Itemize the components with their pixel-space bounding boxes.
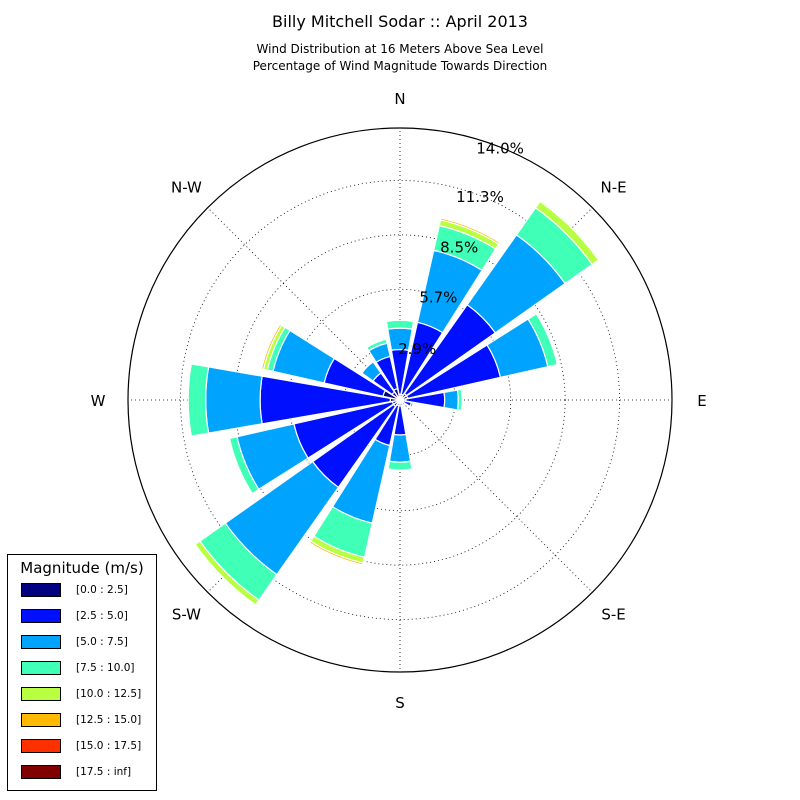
- sector-225: [194, 399, 401, 606]
- chart-title: Billy Mitchell Sodar :: April 2013: [272, 12, 528, 31]
- legend-item: [0.0 : 2.5]: [8, 583, 156, 609]
- radial-tick-label: 14.0%: [476, 140, 524, 158]
- legend-label: [10.0 : 12.5]: [76, 688, 142, 700]
- grid-circle: [180, 180, 620, 620]
- legend-label: [7.5 : 10.0]: [76, 662, 135, 674]
- sector-202.5: [308, 399, 401, 566]
- wedge-bin-3: [385, 319, 415, 330]
- legend-item: [10.0 : 12.5]: [8, 687, 156, 713]
- wedge-bin-5: [260, 323, 283, 370]
- wedge-bin-3: [187, 363, 210, 437]
- legend-swatch: [21, 713, 61, 727]
- legend-swatch: [21, 765, 61, 779]
- wedge-bin-2: [409, 401, 414, 409]
- radial-tick-label: 5.7%: [419, 289, 457, 307]
- radial-tick-label: 2.9%: [398, 340, 436, 358]
- bars-layer: [187, 200, 600, 606]
- wedge-bin-3: [527, 313, 559, 368]
- wedge-bin-2: [205, 366, 263, 434]
- sector-247.5: [228, 399, 401, 495]
- sector-292.5: [260, 323, 401, 401]
- legend-item: [7.5 : 10.0]: [8, 661, 156, 687]
- direction-label: S-E: [601, 606, 625, 624]
- sector-180: [387, 399, 413, 471]
- wedge-bin-3: [387, 460, 413, 471]
- legend-label: [12.5 : 15.0]: [76, 714, 142, 726]
- legend-swatch: [21, 687, 61, 701]
- legend-item: [12.5 : 15.0]: [8, 713, 156, 739]
- legend-item: [15.0 : 17.5]: [8, 739, 156, 765]
- direction-label: N: [394, 90, 405, 108]
- legend-swatch: [21, 609, 61, 623]
- grid-spoke: [399, 399, 593, 593]
- direction-label: S-W: [172, 606, 201, 624]
- legend-swatch: [21, 739, 61, 753]
- direction-label: E: [697, 392, 706, 410]
- wedge-bin-2: [443, 389, 459, 411]
- legend-rows: [0.0 : 2.5] [2.5 : 5.0] [5.0 : 7.5] [7.5 : …: [8, 583, 156, 791]
- wedge-bin-4: [194, 540, 260, 606]
- outer-circle: [127, 127, 673, 673]
- wedge-bin-6: [440, 216, 502, 244]
- chart-subtitle: Wind Distribution at 16 Meters Above Sea…: [0, 41, 800, 75]
- sector-22.5: [399, 216, 502, 401]
- radial-tick-label: 11.3%: [456, 188, 504, 206]
- legend-label: [15.0 : 17.5]: [76, 740, 142, 752]
- legend-item: [17.5 : inf]: [8, 765, 156, 791]
- label-layer: 2.9% 5.7% 8.5% 11.3% 14.0% N N-E E S-E S S-W W N-W: [91, 90, 707, 712]
- radial-tick-label: 8.5%: [440, 238, 478, 256]
- legend: Magnitude (m/s) [0.0 : 2.5] [2.5 : 5.0] [5…: [7, 554, 157, 791]
- wedge-bin-3: [456, 388, 463, 412]
- legend-swatch: [21, 661, 61, 675]
- grid-spoke: [207, 207, 401, 401]
- legend-item: [2.5 : 5.0]: [8, 609, 156, 635]
- grid-circle: [288, 288, 512, 512]
- sector-337.5: [365, 338, 401, 401]
- grid-circle: [234, 234, 566, 566]
- legend-label: [2.5 : 5.0]: [76, 610, 128, 622]
- legend-label: [0.0 : 2.5]: [76, 584, 128, 596]
- sector-45: [399, 200, 600, 401]
- direction-label: N-E: [600, 178, 626, 196]
- wedge-bin-2: [361, 361, 382, 382]
- wedge-bin-3: [365, 338, 388, 352]
- sector-0: [385, 319, 415, 401]
- wedge-bin-4: [534, 200, 600, 266]
- legend-label: [5.0 : 7.5]: [76, 636, 128, 648]
- legend-label: [17.5 : inf]: [76, 766, 132, 778]
- wedge-bin-2: [388, 433, 412, 463]
- wedge-bin-3: [228, 436, 260, 495]
- legend-swatch: [21, 635, 61, 649]
- sector-90: [399, 388, 463, 412]
- legend-item: [5.0 : 7.5]: [8, 635, 156, 661]
- subtitle-line-2: Percentage of Wind Magnitude Towards Dir…: [252, 59, 548, 73]
- wedge-bin-5: [308, 540, 364, 566]
- legend-swatch: [21, 583, 61, 597]
- legend-title: Magnitude (m/s): [20, 559, 144, 577]
- direction-label: S: [395, 694, 405, 712]
- direction-label: N-W: [171, 178, 202, 196]
- sector-67.5: [399, 313, 559, 401]
- subtitle-line-1: Wind Distribution at 16 Meters Above Sea…: [256, 42, 544, 56]
- direction-label: W: [91, 392, 106, 410]
- sector-270: [187, 363, 401, 437]
